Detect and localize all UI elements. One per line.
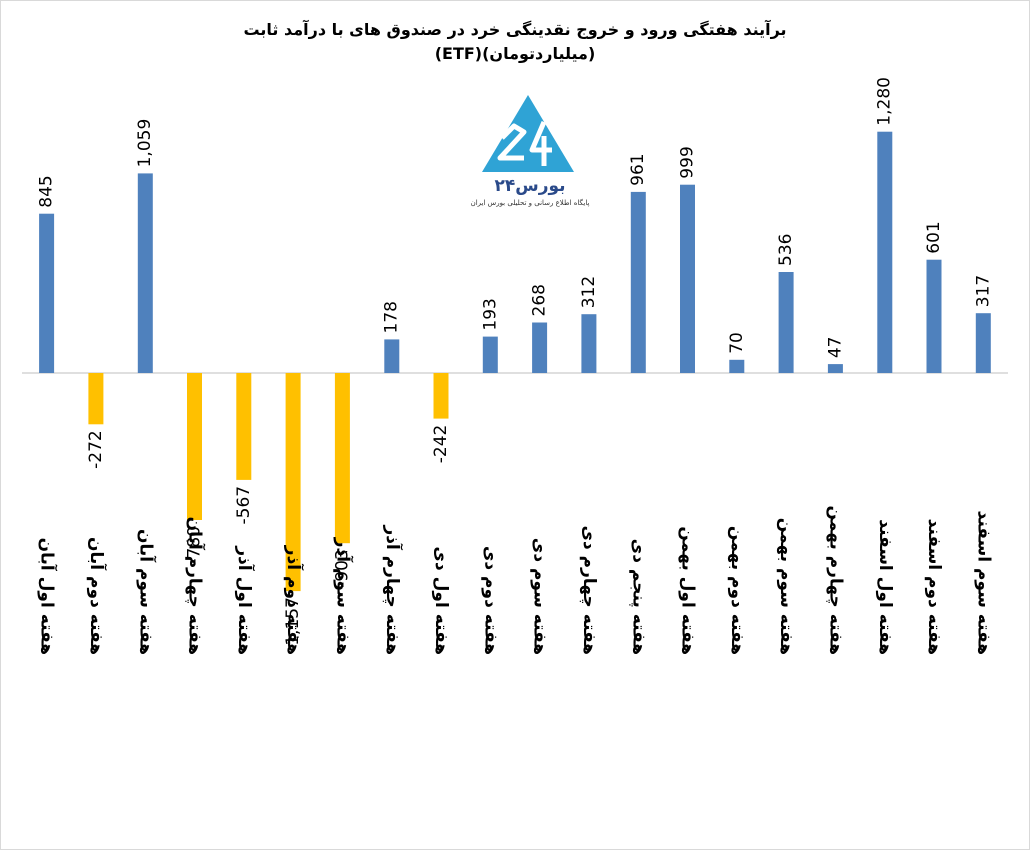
data-label: -567	[234, 486, 254, 525]
bar	[532, 322, 548, 373]
data-label: 601	[924, 221, 944, 253]
data-label: 999	[678, 146, 698, 178]
chart-subtitle: (ETF)(میلیاردتومان)	[434, 44, 596, 63]
category-label: هفته دوم آذر	[283, 545, 305, 655]
bar	[384, 339, 400, 373]
bar	[285, 373, 301, 592]
bar	[827, 364, 843, 373]
data-label: 317	[973, 275, 993, 307]
bar	[926, 259, 942, 373]
logo-subtitle: پایگاه اطلاع رسانی و تحلیلی بورس ایران	[470, 199, 590, 207]
data-label: -780	[185, 526, 205, 565]
category-label: هفته اول دی	[431, 546, 451, 655]
category-label: هفته چهارم آذر	[382, 524, 404, 655]
category-label: هفته دوم بهمن	[727, 526, 747, 655]
category-label: هفته سوم اسفند	[973, 511, 993, 655]
data-label: -272	[86, 430, 106, 469]
category-label: هفته اول آذر	[234, 545, 256, 655]
category-label: هفته دوم دی	[480, 546, 500, 655]
bar	[187, 373, 202, 520]
bar	[88, 373, 104, 425]
bar	[975, 313, 991, 373]
data-label: 193	[480, 298, 500, 330]
data-label: 845	[37, 175, 57, 207]
category-label: هفته چهارم بهمن	[825, 505, 845, 655]
bar	[729, 359, 745, 373]
category-label: هفته سوم آبان	[135, 529, 157, 655]
bar	[236, 373, 252, 480]
logo-triangle-icon	[482, 95, 574, 172]
data-label: 1,059	[135, 119, 155, 168]
data-label: -242	[431, 425, 451, 464]
chart-title: برآیند هفتگی ورود و خروج نقدینگی خرد در …	[243, 20, 787, 39]
data-label: 178	[382, 301, 402, 333]
bar	[778, 272, 794, 373]
bar	[877, 131, 893, 373]
data-label: -1,157	[283, 597, 303, 652]
data-label: 268	[530, 284, 550, 316]
category-label: هفته سوم دی	[530, 538, 550, 655]
category-label: هفته اول آبان	[37, 538, 59, 655]
data-label: -903	[332, 549, 352, 588]
category-label: هفته اول بهمن	[678, 526, 698, 655]
data-label: 70	[727, 332, 747, 354]
bar	[433, 373, 449, 419]
category-label: هفته پنجم دی	[628, 539, 648, 655]
bar	[630, 191, 646, 373]
bourse24-logo: بورس۲۴ پایگاه اطلاع رسانی و تحلیلی بورس …	[440, 92, 620, 222]
category-label: هفته چهارم آبان	[185, 517, 207, 655]
bar	[334, 373, 350, 544]
bar	[581, 314, 597, 373]
category-label: هفته اول اسفند	[875, 519, 895, 655]
logo-text: بورس۲۴	[494, 176, 566, 196]
category-label: هفته سوم آذر	[332, 537, 354, 655]
data-label: 312	[579, 276, 599, 308]
bar	[137, 173, 153, 373]
bar	[482, 336, 498, 373]
data-label: 961	[628, 153, 648, 185]
category-label: هفته دوم آبان	[86, 537, 108, 655]
data-label: 536	[776, 234, 796, 266]
bar	[39, 213, 55, 373]
category-label: هفته دوم اسفند	[924, 519, 944, 655]
bar	[680, 184, 695, 373]
category-label: هفته چهارم دی	[579, 525, 599, 655]
category-label: هفته سوم بهمن	[776, 518, 796, 655]
data-label: 47	[825, 336, 845, 358]
data-label: 1,280	[875, 77, 895, 126]
